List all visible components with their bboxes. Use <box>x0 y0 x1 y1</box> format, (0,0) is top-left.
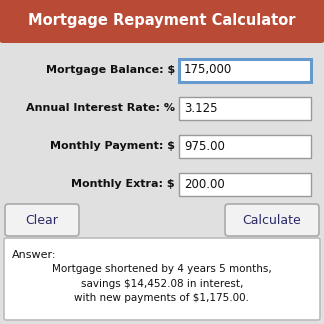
Bar <box>179 97 311 120</box>
Bar <box>179 59 311 82</box>
Text: 200.00: 200.00 <box>184 178 225 191</box>
Text: Answer:: Answer: <box>12 250 56 260</box>
FancyBboxPatch shape <box>225 204 319 236</box>
Text: Clear: Clear <box>26 214 58 226</box>
FancyBboxPatch shape <box>0 0 324 43</box>
Text: with new payments of $1,175.00.: with new payments of $1,175.00. <box>75 293 249 303</box>
Text: Monthly Extra: $: Monthly Extra: $ <box>71 179 175 189</box>
FancyBboxPatch shape <box>4 238 320 320</box>
FancyBboxPatch shape <box>5 204 79 236</box>
Text: Annual Interest Rate: %: Annual Interest Rate: % <box>26 103 175 113</box>
Text: 975.00: 975.00 <box>184 140 225 153</box>
Text: Mortgage Repayment Calculator: Mortgage Repayment Calculator <box>28 14 296 29</box>
Text: savings $14,452.08 in interest,: savings $14,452.08 in interest, <box>81 279 243 289</box>
Text: Calculate: Calculate <box>243 214 301 226</box>
Text: Mortgage Balance: $: Mortgage Balance: $ <box>46 65 175 75</box>
Text: 3.125: 3.125 <box>184 101 217 114</box>
Bar <box>179 172 311 195</box>
Text: 175,000: 175,000 <box>184 64 232 76</box>
Bar <box>179 134 311 157</box>
Text: Mortgage shortened by 4 years 5 months,: Mortgage shortened by 4 years 5 months, <box>52 264 272 274</box>
Text: Monthly Payment: $: Monthly Payment: $ <box>50 141 175 151</box>
